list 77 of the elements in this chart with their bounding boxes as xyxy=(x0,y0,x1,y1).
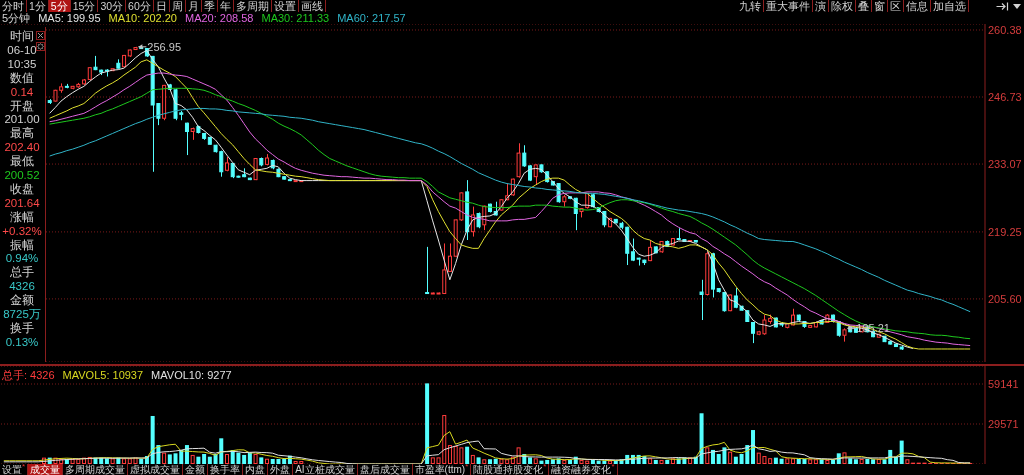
text: 演 xyxy=(813,0,829,12)
annotation: 时间 xyxy=(9,30,35,44)
text: 195.21 xyxy=(856,322,891,335)
annotation: 外盘 xyxy=(268,464,294,475)
text: 总手: 4326 xyxy=(2,369,55,381)
text: 叠 xyxy=(856,0,872,12)
text: MA5: 199.95 xyxy=(38,12,101,24)
text: 除权 xyxy=(829,0,856,12)
annotation: 10:35 xyxy=(6,57,38,72)
y-tick-label: 260.38 xyxy=(988,23,1022,36)
annotation: 最高 xyxy=(9,127,35,142)
text: 季 xyxy=(201,0,218,12)
text: 信息 xyxy=(904,0,931,12)
annotation: 融资融券变化$^{*}$ xyxy=(549,462,618,475)
annotation: 多周期成交量 xyxy=(63,464,129,475)
annotation: 换手 xyxy=(9,321,35,336)
annotation: 总手 xyxy=(9,266,35,281)
text: MAVOL5: 10937 xyxy=(62,369,144,381)
text: 1分 xyxy=(27,0,49,12)
text: 30分 xyxy=(98,0,127,12)
text: MA10: 202.20 xyxy=(108,12,177,24)
annotation: 0.94% xyxy=(4,252,40,266)
annotation: 0.13% xyxy=(4,335,40,350)
y-tick-label: 246.73 xyxy=(988,90,1022,103)
annotation: 收盘 xyxy=(9,182,35,197)
text: MA30: 211.33 xyxy=(261,12,330,24)
annotation: 虚拟成交量 xyxy=(128,464,184,475)
annotation: 市盈率(ttm)$^{*}$ xyxy=(412,462,472,475)
annotation: 最低 xyxy=(9,155,35,169)
text: 日 xyxy=(153,0,170,12)
text: MA60: 217.57 xyxy=(337,12,406,24)
annotation: 200.52 xyxy=(3,169,41,183)
chart-title: 5分钟 xyxy=(2,12,31,24)
text: 周 xyxy=(169,0,186,12)
text: 多周期 xyxy=(233,0,272,12)
annotation: +0.32% xyxy=(1,224,43,239)
text: 设置 xyxy=(271,0,299,12)
y-tick-label: 29571 xyxy=(988,417,1019,430)
text: 分时 xyxy=(0,0,27,12)
annotation: 金额 xyxy=(183,464,209,475)
text: 九转 xyxy=(737,0,764,12)
annotation: 内盘 xyxy=(243,464,269,475)
annotation: 202.40 xyxy=(3,141,41,155)
annotation: 4326 xyxy=(8,280,36,294)
annotation: 201.00 xyxy=(3,113,41,127)
annotation: 201.64 xyxy=(3,196,41,211)
text: 256.95 xyxy=(147,40,182,53)
text: 年 xyxy=(217,0,234,12)
text: MAVOL10: 9277 xyxy=(151,369,232,381)
annotation: 8725万 xyxy=(2,308,42,322)
annotation: 金额 xyxy=(9,294,35,308)
text: 窗 xyxy=(872,0,888,12)
text: 画线 xyxy=(298,0,326,12)
annotation: 数值 xyxy=(9,71,35,86)
annotation: 盘后成交量 xyxy=(357,464,413,475)
annotation: 0.14 xyxy=(9,85,35,100)
annotation: 设置$^{*}$ xyxy=(0,462,29,475)
annotation: 换手率 xyxy=(208,464,244,475)
text: 月 xyxy=(185,0,202,12)
y-tick-label: 233.07 xyxy=(988,157,1022,170)
text: 60分 xyxy=(126,0,154,12)
y-tick-label: 219.25 xyxy=(988,225,1022,238)
y-tick-label: 59141 xyxy=(988,377,1019,390)
text: 15分 xyxy=(70,0,99,12)
annotation: 涨幅 xyxy=(9,210,35,225)
annotation: 开盘 xyxy=(9,99,35,114)
text: 重大事件 xyxy=(764,0,813,12)
text: MA20: 208.58 xyxy=(185,12,254,24)
annotation: AI立桩成交量 xyxy=(293,464,358,475)
text: 5分 xyxy=(48,0,71,12)
text: 加自选 xyxy=(931,0,969,12)
annotation: 陆股通持股变化$^{*}$ xyxy=(471,462,550,475)
annotation: 成交量 xyxy=(28,464,64,475)
annotation: 06-10 xyxy=(6,43,38,58)
text: 区 xyxy=(888,0,904,12)
annotation: 振幅 xyxy=(9,238,35,253)
y-tick-label: 205.60 xyxy=(988,292,1022,305)
